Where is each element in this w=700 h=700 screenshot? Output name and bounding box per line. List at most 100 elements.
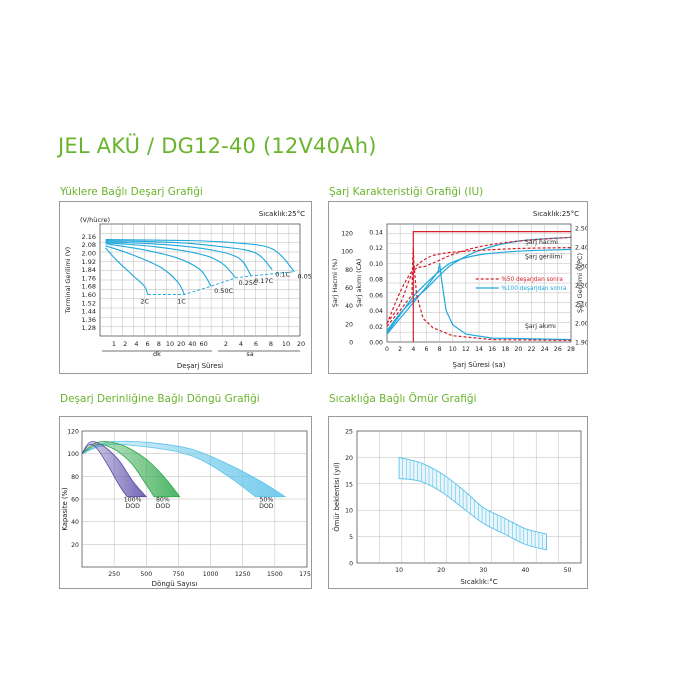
discharge-series-2C — [105, 247, 149, 295]
life-ytick: 15 — [345, 481, 353, 488]
life-xtick: 50 — [564, 567, 572, 574]
charge-series-cap50 — [386, 247, 572, 325]
charge-xtick: 20 — [514, 346, 522, 353]
charge-chart-svg: Sıcaklık:25°C0204060801001200.000.020.04… — [331, 210, 587, 369]
charge-y1tick: 0 — [349, 340, 353, 347]
charge-label-voltage: Şarj gerilimi — [525, 253, 562, 260]
discharge-series-label-0.17C: 0.17C — [254, 277, 273, 285]
discharge-chart: (V/hücre) Sıcaklık:25°C 2.16 2.08 2.00 1.92 1.… — [59, 201, 312, 374]
charge-y2tick: 0.12 — [369, 245, 383, 252]
cycle-ytick: 80 — [71, 474, 79, 481]
cycle-ytick: 120 — [67, 429, 79, 436]
charge-y2tick: 0.06 — [369, 292, 383, 299]
charge-series-cur50 — [386, 247, 572, 341]
discharge-xtick-min: 4 — [134, 340, 138, 348]
discharge-ytick: 1.52 — [82, 299, 96, 307]
cycle-band-50dod — [81, 440, 287, 498]
discharge-x-min-label: dk — [153, 350, 161, 358]
page-title: JEL AKÜ / DG12-40 (12V40Ah) — [58, 134, 377, 158]
discharge-ylabel: Terminal Gerilimi (V) — [64, 247, 72, 314]
charge-y2tick: 0.10 — [369, 261, 383, 268]
cycle-band-label2: DOD — [156, 503, 171, 510]
charge-ylabel-right: Şarj Gerilimi (VPC) — [576, 253, 584, 313]
cycle-xtick: 1000 — [203, 571, 219, 578]
charge-label-capacity: Şarj hacmi — [525, 239, 558, 246]
charge-y1tick: 100 — [341, 249, 353, 256]
cycle-chart: 20 40 60 80 100 120 250 500 750 1000 1250 1500 1750 K… — [59, 416, 312, 589]
cycle-xtick: 750 — [173, 571, 185, 578]
charge-y2tick: 0.04 — [369, 308, 383, 315]
cycle-ylabel: Kapasite (%) — [61, 487, 69, 531]
discharge-xtick-min: 2 — [123, 340, 127, 348]
charge-y3tick: 2.40 — [575, 244, 587, 251]
charge-xtick: 0 — [385, 346, 389, 353]
discharge-ytick: 1.84 — [82, 266, 96, 274]
life-xtick: 10 — [395, 567, 403, 574]
cycle-band-label2: DOD — [125, 503, 140, 510]
charge-y3tick: 2.30 — [575, 263, 587, 270]
charge-xtick: 2 — [398, 346, 402, 353]
discharge-series-label-0.25C: 0.25C — [239, 279, 258, 287]
discharge-series-0.1C — [105, 240, 273, 270]
charge-xtick: 4 — [411, 346, 415, 353]
discharge-ytick: 2.08 — [82, 241, 96, 249]
discharge-xtick-hr: 2 — [224, 340, 228, 348]
discharge-cutoff-line — [147, 271, 295, 295]
discharge-chart-svg: (V/hücre)Sıcaklık:25°C2.162.082.001.921.… — [64, 210, 311, 370]
charge-xtick: 6 — [424, 346, 428, 353]
cycle-band-label1: 50% — [259, 496, 273, 503]
life-ytick: 25 — [345, 429, 353, 436]
charge-xtick: 14 — [475, 346, 483, 353]
discharge-series-0.17C — [105, 241, 252, 277]
charge-legend-text-0: %50 deşarjdan sonra — [501, 277, 563, 283]
life-ytick: 20 — [345, 455, 353, 462]
charge-xtick: 16 — [488, 346, 496, 353]
discharge-xtick-min: 60 — [199, 340, 207, 348]
discharge-xtick-min: 1 — [112, 340, 116, 348]
charge-y1tick: 80 — [345, 267, 353, 274]
discharge-ytick: 1.28 — [82, 324, 96, 332]
cycle-xtick: 500 — [140, 571, 152, 578]
discharge-series-label-2C: 2C — [140, 298, 149, 306]
cycle-chart-svg: 20 40 60 80 100 120 250 500 750 1000 1250 1500 1750 K… — [61, 429, 311, 589]
discharge-ytick: 1.68 — [82, 283, 96, 291]
cycle-band-label1: 100% — [124, 496, 142, 503]
discharge-series-0.05C — [105, 239, 295, 273]
charge-y1tick: 20 — [345, 321, 353, 328]
discharge-xtick-min: 40 — [188, 340, 196, 348]
discharge-xtick-hr: 8 — [269, 340, 273, 348]
cycle-xtick: 1750 — [299, 571, 311, 578]
discharge-xtick-min: 20 — [177, 340, 185, 348]
cycle-xtick: 250 — [108, 571, 120, 578]
charge-xtick: 28 — [567, 346, 575, 353]
cycle-ytick: 60 — [71, 497, 79, 504]
discharge-chart-title: Yüklere Bağlı Deşarj Grafiği — [60, 186, 203, 198]
discharge-x-hr-label: sa — [246, 350, 253, 358]
charge-xtick: 24 — [541, 346, 549, 353]
discharge-ytick: 1.92 — [82, 258, 96, 266]
cycle-band-80dod — [81, 441, 181, 498]
charge-chart: Sıcaklık:25°C 0 20 40 60 80 100 120 0.00 0.02 0.04… — [328, 201, 588, 374]
discharge-series-1C — [105, 245, 185, 295]
charge-series-volt100 — [386, 236, 572, 331]
charge-xtick: 26 — [554, 346, 562, 353]
discharge-xtick-hr: 6 — [254, 340, 258, 348]
charge-annotation: Sıcaklık:25°C — [533, 210, 579, 218]
cycle-ytick: 40 — [71, 519, 79, 526]
discharge-series-label-1C: 1C — [177, 298, 186, 306]
charge-y3tick: 1.90 — [575, 340, 587, 347]
cycle-band-label1: 80% — [156, 496, 170, 503]
charge-y3tick: 2.00 — [575, 320, 587, 327]
discharge-ytick: 1.76 — [82, 274, 96, 282]
life-ytick: 5 — [349, 534, 353, 541]
charge-y1tick: 120 — [341, 231, 353, 238]
charge-y1tick: 60 — [345, 285, 353, 292]
discharge-xtick-min: 8 — [157, 340, 161, 348]
life-chart-title: Sıcaklığa Bağlı Ömür Grafiği — [329, 393, 477, 405]
discharge-ytick: 1.44 — [82, 308, 96, 316]
charge-xlabel: Şarj Süresi (sa) — [453, 361, 506, 369]
charge-y2tick: 0.08 — [369, 277, 383, 284]
charge-ylabel-left2: Şarj akımı (CA) — [355, 259, 363, 307]
life-chart: 0 5 10 15 20 25 10 20 30 40 50 Ömür beklentisi (yıl… — [328, 416, 588, 589]
charge-xtick: 22 — [528, 346, 536, 353]
